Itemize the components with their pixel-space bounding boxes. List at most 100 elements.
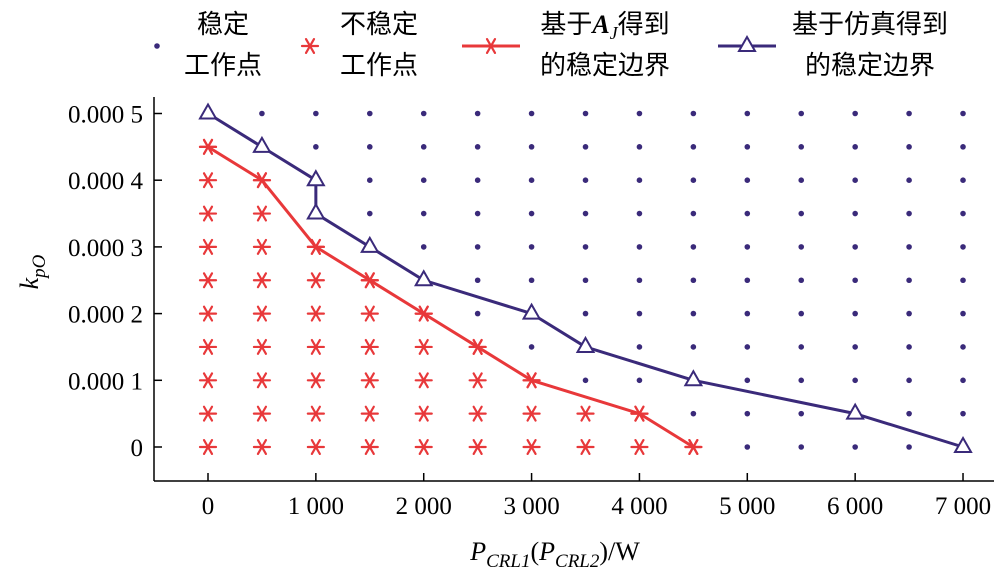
legend-stable-marker (154, 43, 160, 49)
stable-point (744, 110, 751, 117)
sim-boundary-marker (683, 369, 704, 387)
unstable-point (360, 438, 379, 456)
aj-boundary-marker (468, 338, 487, 355)
stable-point (259, 110, 265, 117)
legend-unstable-line1: 不稳定 (340, 10, 418, 39)
unstable-point (576, 405, 595, 422)
y-tick-label: 0.000 1 (68, 368, 143, 395)
unstable-point (360, 405, 379, 422)
x-ticks: 0 1 000 2 000 3 000 4 000 5 000 6 000 7 000 (202, 473, 991, 520)
stable-point (528, 210, 535, 217)
legend-stable-line1: 稳定 (197, 10, 249, 39)
unstable-point (198, 172, 218, 189)
legend-unstable-line2: 工作点 (340, 51, 418, 80)
sim-boundary-marker (953, 435, 973, 453)
stable-point (744, 377, 751, 384)
x-axis-title: PCRL1(PCRL2)/W (469, 537, 640, 572)
stable-point (474, 310, 481, 317)
legend-item-unstable: 不稳定 工作点 (300, 10, 418, 80)
stable-point (420, 244, 427, 250)
legend-aj-line2: 的稳定边界 (540, 51, 670, 80)
stable-point (906, 210, 912, 217)
stable-point (798, 177, 805, 183)
stable-point (852, 244, 858, 250)
unstable-point (468, 372, 487, 389)
sim-boundary-series (198, 102, 973, 453)
stable-point (528, 344, 535, 350)
legend-sim-line2: 的稳定边界 (805, 51, 935, 80)
stable-point (960, 110, 966, 117)
stable-point (582, 110, 589, 117)
unstable-point (522, 438, 541, 456)
stable-point (960, 377, 966, 384)
stable-point (690, 110, 697, 117)
stable-point (744, 444, 751, 450)
stable-point (474, 244, 481, 250)
stable-point (906, 244, 912, 250)
aj-boundary-line (207, 145, 695, 449)
unstable-point (468, 438, 487, 456)
stable-point (906, 144, 912, 150)
stable-point (636, 344, 643, 350)
y-tick-label: 0.000 3 (68, 235, 143, 262)
aj-boundary-marker (306, 238, 325, 255)
stable-point (744, 277, 751, 284)
stable-point (528, 244, 535, 250)
stable-point (636, 244, 643, 250)
legend-item-sim-boundary: 基于仿真得到 的稳定边界 (718, 10, 948, 80)
stable-point (528, 177, 535, 183)
stable-point (960, 244, 966, 250)
aj-boundary-marker (684, 438, 703, 456)
stable-point (906, 310, 912, 317)
stable-point (798, 377, 805, 384)
unstable-point (252, 238, 272, 255)
stable-point (528, 110, 535, 117)
stable-point (636, 210, 643, 217)
unstable-point (630, 438, 649, 456)
unstable-points (198, 138, 703, 456)
legend-sim-line1: 基于仿真得到 (792, 10, 948, 39)
unstable-point (522, 405, 541, 422)
y-ticks: 0 0.000 1 0.000 2 0.000 3 0.000 4 0.000 5 (68, 102, 162, 462)
x-tick-label: 5 000 (719, 493, 775, 520)
stable-point (690, 410, 697, 417)
stable-point (906, 110, 912, 117)
stable-point (366, 144, 373, 150)
aj-boundary-marker (414, 305, 433, 322)
y-tick-label: 0.000 5 (68, 102, 143, 129)
axes: 0 1 000 2 000 3 000 4 000 5 000 6 000 7 000 0 0.… (68, 97, 994, 520)
aj-boundary-series (198, 138, 703, 456)
stable-point (798, 144, 805, 150)
legend-stable-line2: 工作点 (184, 51, 262, 80)
y-axis-title: kpO (15, 254, 50, 289)
unstable-point (306, 438, 325, 456)
stable-point (636, 110, 643, 117)
unstable-point (252, 305, 272, 322)
x-tick-label: 7 000 (935, 493, 991, 520)
x-tick-label: 2 000 (396, 493, 452, 520)
unstable-point (198, 205, 218, 222)
stable-point (852, 210, 858, 217)
stable-point (798, 110, 805, 117)
stable-point (690, 344, 697, 350)
stable-point (313, 144, 319, 150)
legend-item-stable: 稳定 工作点 (154, 10, 262, 80)
unstable-point (198, 438, 218, 456)
stable-point (906, 177, 912, 183)
aj-boundary-marker (252, 172, 272, 189)
unstable-point (414, 338, 433, 355)
stable-point (744, 244, 751, 250)
legend-aj-marker (481, 37, 501, 55)
unstable-point (414, 372, 433, 389)
stable-point (852, 344, 858, 350)
sim-boundary-marker (252, 135, 272, 153)
stable-point (798, 277, 805, 284)
stable-point (528, 144, 535, 150)
unstable-point (252, 338, 272, 355)
unstable-point (414, 438, 433, 456)
unstable-point (306, 272, 325, 289)
stable-point (582, 210, 589, 217)
unstable-point (252, 205, 272, 222)
unstable-point (198, 405, 218, 422)
unstable-point (576, 438, 595, 456)
